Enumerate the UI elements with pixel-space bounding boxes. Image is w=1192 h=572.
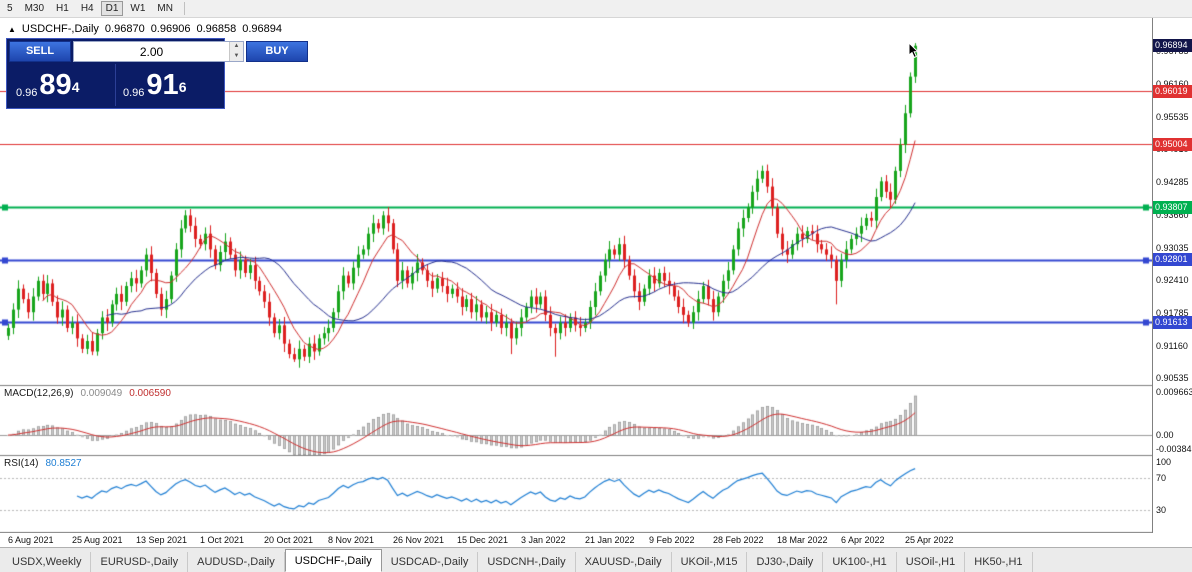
timeframe-button-h1[interactable]: H1 bbox=[56, 3, 69, 14]
date-axis-label: 1 Oct 2021 bbox=[200, 535, 245, 545]
price-axis-label: 0.96160 bbox=[1156, 78, 1189, 89]
chart-tab-usoil-h1[interactable]: USOil-,H1 bbox=[897, 552, 966, 572]
chart-tab-usdchf-daily[interactable]: USDCHF-,Daily bbox=[284, 549, 382, 572]
buy-button[interactable]: BUY bbox=[246, 41, 308, 62]
date-axis-label: 9 Feb 2022 bbox=[649, 535, 695, 545]
price-marker-0.92801: 0.92801 bbox=[1153, 253, 1192, 266]
chart-tab-eurusd-daily[interactable]: EURUSD-,Daily bbox=[91, 552, 189, 572]
macd-main-value: 0.009049 bbox=[80, 388, 123, 399]
chart-region: ▲ USDCHF-,Daily 0.96870 0.96906 0.96858 … bbox=[0, 18, 1192, 533]
macd-signal-value: 0.006590 bbox=[129, 388, 171, 399]
chart-tab-xauusd-daily[interactable]: XAUUSD-,Daily bbox=[576, 552, 672, 572]
price-axis-label: 0.00 bbox=[1156, 430, 1174, 441]
volume-up-icon[interactable]: ▲ bbox=[230, 42, 243, 52]
timeframe-toolbar: 5 M30 H1 H4 D1 W1 MN bbox=[0, 0, 1192, 18]
price-axis-label: 0.95535 bbox=[1156, 111, 1189, 122]
price-marker-0.96894: 0.96894 bbox=[1153, 39, 1192, 52]
volume-down-icon[interactable]: ▼ bbox=[230, 51, 243, 61]
toolbar-separator bbox=[183, 2, 185, 15]
chart-tab-usdcnh-daily[interactable]: USDCNH-,Daily bbox=[478, 552, 576, 572]
ohlc-high: 0.96906 bbox=[150, 23, 191, 35]
ohlc-close: 0.96894 bbox=[242, 23, 282, 35]
date-axis-label: 6 Aug 2021 bbox=[8, 535, 54, 545]
timeframe-button-d1[interactable]: D1 bbox=[100, 1, 124, 16]
price-axis[interactable]: 0.967850.961600.955350.949100.942850.936… bbox=[1152, 18, 1192, 533]
rsi-value: 80.8527 bbox=[45, 458, 82, 469]
price-marker-0.91613: 0.91613 bbox=[1153, 316, 1192, 329]
timeframe-button-5[interactable]: 5 bbox=[7, 3, 13, 14]
mouse-cursor-icon bbox=[908, 42, 920, 59]
chart-ohlc-header: ▲ USDCHF-,Daily 0.96870 0.96906 0.96858 … bbox=[8, 23, 282, 35]
price-axis-label: -0.00384 bbox=[1156, 444, 1192, 454]
date-axis-label: 25 Aug 2021 bbox=[72, 535, 123, 545]
trade-panel-collapse-icon[interactable]: ▲ bbox=[8, 24, 16, 34]
chart-tab-audusd-daily[interactable]: AUDUSD-,Daily bbox=[188, 552, 285, 572]
timeframe-button-m30[interactable]: M30 bbox=[24, 3, 45, 14]
rsi-name: RSI(14) bbox=[4, 458, 39, 469]
price-axis-label: 0.91160 bbox=[1156, 340, 1188, 351]
sell-price-display: 0.96 89 4 bbox=[9, 64, 115, 106]
chart-tab-uk100-h1[interactable]: UK100-,H1 bbox=[823, 552, 897, 572]
price-axis-label: 0.90535 bbox=[1156, 373, 1189, 384]
volume-spin-buttons: ▲ ▼ bbox=[229, 42, 243, 61]
date-axis-label: 20 Oct 2021 bbox=[264, 535, 314, 545]
macd-name: MACD(12,26,9) bbox=[4, 388, 74, 399]
buy-price-sup: 6 bbox=[178, 79, 187, 95]
buy-price-prefix: 0.96 bbox=[123, 87, 145, 99]
volume-input[interactable] bbox=[74, 42, 229, 61]
date-axis-label: 13 Sep 2021 bbox=[136, 535, 188, 545]
price-axis-label: 100 bbox=[1156, 457, 1172, 467]
date-axis-label: 28 Feb 2022 bbox=[713, 535, 764, 545]
ohlc-low: 0.96858 bbox=[196, 23, 237, 35]
chart-tab-hk50-h1[interactable]: HK50-,H1 bbox=[965, 552, 1033, 572]
buy-price-big: 91 bbox=[146, 69, 179, 101]
rsi-indicator-label: RSI(14) 80.8527 bbox=[4, 458, 82, 469]
price-marker-0.93807: 0.93807 bbox=[1153, 201, 1192, 214]
chart-tab-ukoil-m15[interactable]: UKOil-,M15 bbox=[672, 552, 748, 572]
chart-tab-usdx-weekly[interactable]: USDX,Weekly bbox=[3, 552, 92, 572]
sell-price-prefix: 0.96 bbox=[16, 87, 38, 99]
price-axis-label: 0.93660 bbox=[1156, 209, 1189, 220]
price-axis-label: 70 bbox=[1156, 473, 1167, 484]
macd-indicator-label: MACD(12,26,9) 0.009049 0.006590 bbox=[4, 388, 171, 399]
chart-tab-dj30-daily[interactable]: DJ30-,Daily bbox=[747, 552, 824, 572]
sell-price-sup: 4 bbox=[71, 79, 80, 95]
price-axis-label: 0.93035 bbox=[1156, 242, 1189, 253]
date-axis[interactable]: 6 Aug 2021 25 Aug 2021 13 Sep 2021 1 Oct 20… bbox=[0, 533, 1192, 548]
trade-panel-divider bbox=[115, 64, 116, 106]
date-axis-label: 3 Jan 2022 bbox=[521, 535, 566, 545]
chart-tab-usdcad-daily[interactable]: USDCAD-,Daily bbox=[382, 552, 479, 572]
date-axis-label: 25 Apr 2022 bbox=[905, 535, 954, 545]
date-axis-label: 15 Dec 2021 bbox=[457, 535, 509, 545]
price-axis-label: 0.92410 bbox=[1156, 275, 1189, 286]
timeframe-button-group: 5 M30 H1 H4 D1 W1 MN bbox=[2, 1, 189, 16]
ohlc-open: 0.96870 bbox=[104, 23, 145, 35]
price-marker-0.96019: 0.96019 bbox=[1153, 85, 1192, 98]
chart-symbol-title: USDCHF-,Daily bbox=[21, 23, 99, 35]
timeframe-button-w1[interactable]: W1 bbox=[130, 3, 146, 14]
volume-stepper: ▲ ▼ bbox=[73, 41, 244, 62]
buy-price-display: 0.96 91 6 bbox=[116, 64, 222, 106]
sell-button[interactable]: SELL bbox=[9, 41, 71, 62]
one-click-trade-panel: SELL ▲ ▼ BUY 0.96 89 4 0.96 bbox=[6, 38, 308, 109]
date-axis-label: 21 Jan 2022 bbox=[585, 535, 635, 545]
price-marker-0.95004: 0.95004 bbox=[1153, 138, 1192, 151]
date-axis-label: 18 Mar 2022 bbox=[777, 535, 828, 545]
timeframe-button-h4[interactable]: H4 bbox=[80, 3, 94, 14]
date-axis-label: 26 Nov 2021 bbox=[393, 535, 445, 545]
chart-tabs-bar: USDX,Weekly EURUSD-,Daily AUDUSD-,Daily USD… bbox=[0, 548, 1192, 572]
timeframe-button-mn[interactable]: MN bbox=[157, 3, 173, 14]
price-axis-label: 0.94285 bbox=[1156, 177, 1189, 188]
price-axis-label: 0.91785 bbox=[1156, 308, 1189, 318]
price-axis-label: 0.009663 bbox=[1156, 387, 1192, 397]
price-axis-label: 30 bbox=[1156, 504, 1167, 515]
date-axis-label: 6 Apr 2022 bbox=[841, 535, 885, 545]
date-axis-label: 8 Nov 2021 bbox=[328, 535, 375, 545]
sell-price-big: 89 bbox=[39, 69, 72, 101]
